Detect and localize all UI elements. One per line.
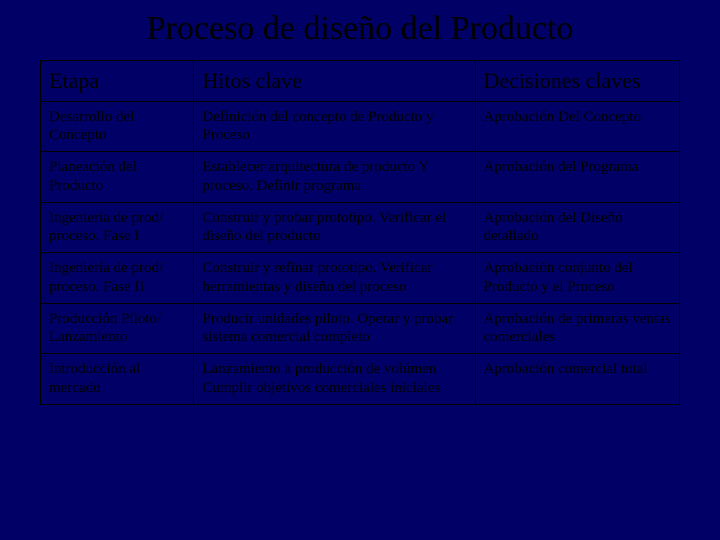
header-row: Etapa Hitos clave Decisiones claves (41, 61, 680, 102)
cell-decisiones: Aprobación del Diseño detallado (475, 202, 679, 253)
cell-etapa: Producción Piloto/ Lanzamiento (41, 303, 194, 354)
cell-hitos: Construir y probar prototipo. Verificar … (194, 202, 475, 253)
table-row: Producción Piloto/ Lanzamiento Producir … (41, 303, 680, 354)
col-header-etapa: Etapa (41, 61, 194, 102)
cell-etapa: Desarrollo del Concepto (41, 101, 194, 152)
table-row: Planeación del Producto Establecer arqui… (41, 152, 680, 203)
page-title: Proceso de diseño del Producto (0, 10, 720, 48)
cell-hitos: Establecer arquitectura de producto Y pr… (194, 152, 475, 203)
table-row: Ingeniería de prod/ proceso. Fase I Cons… (41, 202, 680, 253)
cell-etapa: Ingeniería de prod/ proceso. Fase II (41, 253, 194, 304)
table-container: Etapa Hitos clave Decisiones claves Desa… (0, 60, 720, 425)
cell-decisiones: Aprobación del Programa (475, 152, 679, 203)
cell-hitos: Producir unidades piloto. Operar y proba… (194, 303, 475, 354)
cell-hitos: Lanzamiento a producción de volúmen Cump… (194, 354, 475, 405)
cell-etapa: Ingeniería de prod/ proceso. Fase I (41, 202, 194, 253)
col-header-decisiones: Decisiones claves (475, 61, 679, 102)
process-table: Etapa Hitos clave Decisiones claves Desa… (40, 60, 680, 405)
table-row: Introducción al mercado Lanzamiento a pr… (41, 354, 680, 405)
cell-decisiones: Aprobación conjunto del Producto y el Pr… (475, 253, 679, 304)
cell-etapa: Introducción al mercado (41, 354, 194, 405)
cell-decisiones: Aprobación de primeras ventas comerciale… (475, 303, 679, 354)
cell-decisiones: Aprobación comercial total (475, 354, 679, 405)
cell-hitos: Construir y refinar prototipo. Verificar… (194, 253, 475, 304)
table-row: Ingeniería de prod/ proceso. Fase II Con… (41, 253, 680, 304)
table-row: Desarrollo del Concepto Definición del c… (41, 101, 680, 152)
col-header-hitos: Hitos clave (194, 61, 475, 102)
cell-hitos: Definición del concepto de Producto y Pr… (194, 101, 475, 152)
cell-etapa: Planeación del Producto (41, 152, 194, 203)
cell-decisiones: Aprobación Del Concepto (475, 101, 679, 152)
